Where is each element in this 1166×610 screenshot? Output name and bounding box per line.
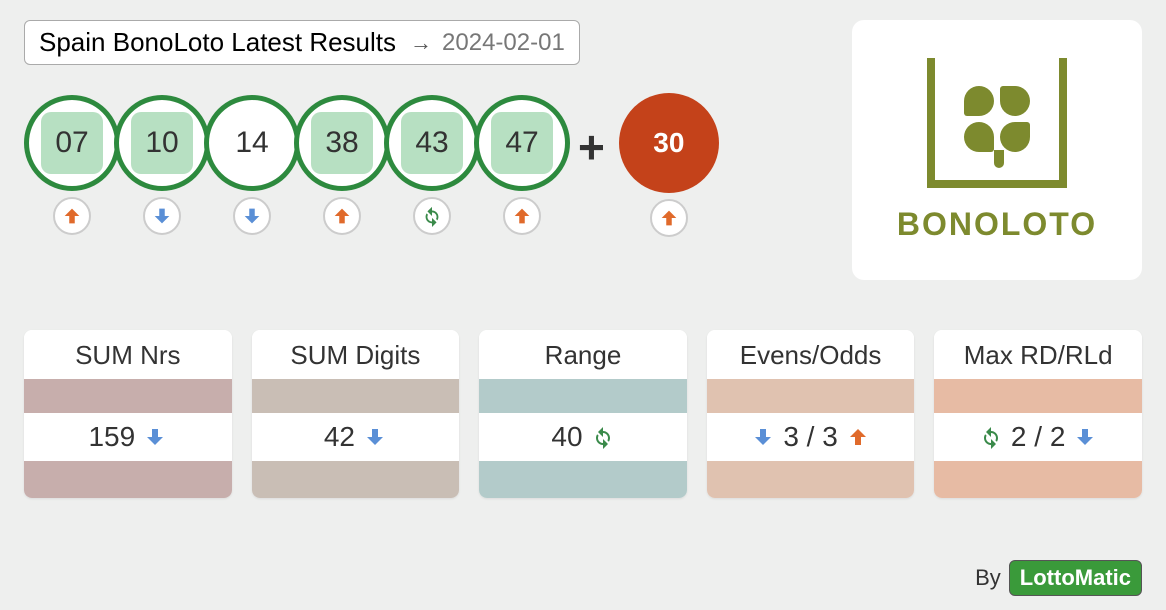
lottery-ball: 47 — [474, 95, 570, 191]
trend-up-icon — [323, 197, 361, 235]
stats-row: SUM Nrs 159 SUM Digits 42 Range 40 Evens/Odds 3… — [24, 330, 1142, 498]
stat-card: Range 40 — [479, 330, 687, 498]
stat-band — [934, 461, 1142, 498]
lottery-ball: 38 — [294, 95, 390, 191]
ball-value: 14 — [221, 112, 283, 174]
stat-band — [707, 461, 915, 498]
stat-title: Range — [479, 330, 687, 379]
ball-value: 07 — [41, 112, 103, 174]
page-title: Spain BonoLoto Latest Results — [39, 27, 396, 58]
stat-value: 159 — [24, 413, 232, 461]
stat-number: 159 — [88, 421, 135, 453]
trend-up-icon — [846, 425, 870, 449]
footer-brand: LottoMatic — [1009, 560, 1142, 596]
trend-same-icon — [591, 425, 615, 449]
ball-col-0: 07 — [24, 95, 120, 235]
stat-band — [252, 461, 460, 498]
stat-card: SUM Nrs 159 — [24, 330, 232, 498]
ball-value: 43 — [401, 112, 463, 174]
trend-down-icon — [233, 197, 271, 235]
result-date: 2024-02-01 — [442, 29, 565, 57]
stat-number: 42 — [324, 421, 355, 453]
bonus-value: 30 — [638, 112, 700, 174]
lottery-ball: 14 — [204, 95, 300, 191]
ball-col-2: 14 — [204, 95, 300, 235]
stat-band — [24, 379, 232, 413]
footer-attribution: By LottoMatic — [975, 560, 1142, 596]
stat-card: Max RD/RLd 2 / 2 — [934, 330, 1142, 498]
logo-text: BONOLOTO — [897, 206, 1097, 243]
stat-title: SUM Digits — [252, 330, 460, 379]
trend-up-icon — [53, 197, 91, 235]
trend-down-icon — [363, 425, 387, 449]
lottery-ball: 43 — [384, 95, 480, 191]
trend-down-icon — [143, 197, 181, 235]
plus-separator: + — [578, 120, 605, 210]
arrow-right-icon: → — [410, 30, 432, 56]
stat-band — [934, 379, 1142, 413]
ball-col-5: 47 — [474, 95, 570, 235]
bonus-ball: 30 — [619, 93, 719, 193]
stat-card: SUM Digits 42 — [252, 330, 460, 498]
stat-band — [707, 379, 915, 413]
ball-col-1: 10 — [114, 95, 210, 235]
ball-value: 10 — [131, 112, 193, 174]
stat-number: 2 / 2 — [1011, 421, 1065, 453]
stat-value: 2 / 2 — [934, 413, 1142, 461]
stat-band — [24, 461, 232, 498]
trend-same-icon — [979, 425, 1003, 449]
stat-value: 42 — [252, 413, 460, 461]
lottery-ball: 07 — [24, 95, 120, 191]
stat-number: 3 / 3 — [783, 421, 837, 453]
ball-col-3: 38 — [294, 95, 390, 235]
stat-card: Evens/Odds 3 / 3 — [707, 330, 915, 498]
trend-down-icon — [143, 425, 167, 449]
ball-value: 47 — [491, 112, 553, 174]
logo-card: BONOLOTO — [852, 20, 1142, 280]
trend-up-icon — [650, 199, 688, 237]
stat-value: 40 — [479, 413, 687, 461]
stat-title: SUM Nrs — [24, 330, 232, 379]
logo-frame — [927, 58, 1067, 188]
lottery-ball: 10 — [114, 95, 210, 191]
trend-down-icon — [1073, 425, 1097, 449]
trend-down-icon — [751, 425, 775, 449]
ball-value: 38 — [311, 112, 373, 174]
stat-title: Evens/Odds — [707, 330, 915, 379]
footer-by: By — [975, 565, 1001, 591]
clover-icon — [962, 84, 1032, 154]
stat-band — [479, 379, 687, 413]
stat-band — [479, 461, 687, 498]
stat-title: Max RD/RLd — [934, 330, 1142, 379]
stat-value: 3 / 3 — [707, 413, 915, 461]
bonus-ball-col: 30 — [619, 93, 719, 237]
trend-up-icon — [503, 197, 541, 235]
ball-col-4: 43 — [384, 95, 480, 235]
balls-row: 07 10 14 38 43 47 +30 — [24, 93, 832, 237]
stat-number: 40 — [551, 421, 582, 453]
trend-same-icon — [413, 197, 451, 235]
title-bar: Spain BonoLoto Latest Results → 2024-02-… — [24, 20, 580, 65]
stat-band — [252, 379, 460, 413]
